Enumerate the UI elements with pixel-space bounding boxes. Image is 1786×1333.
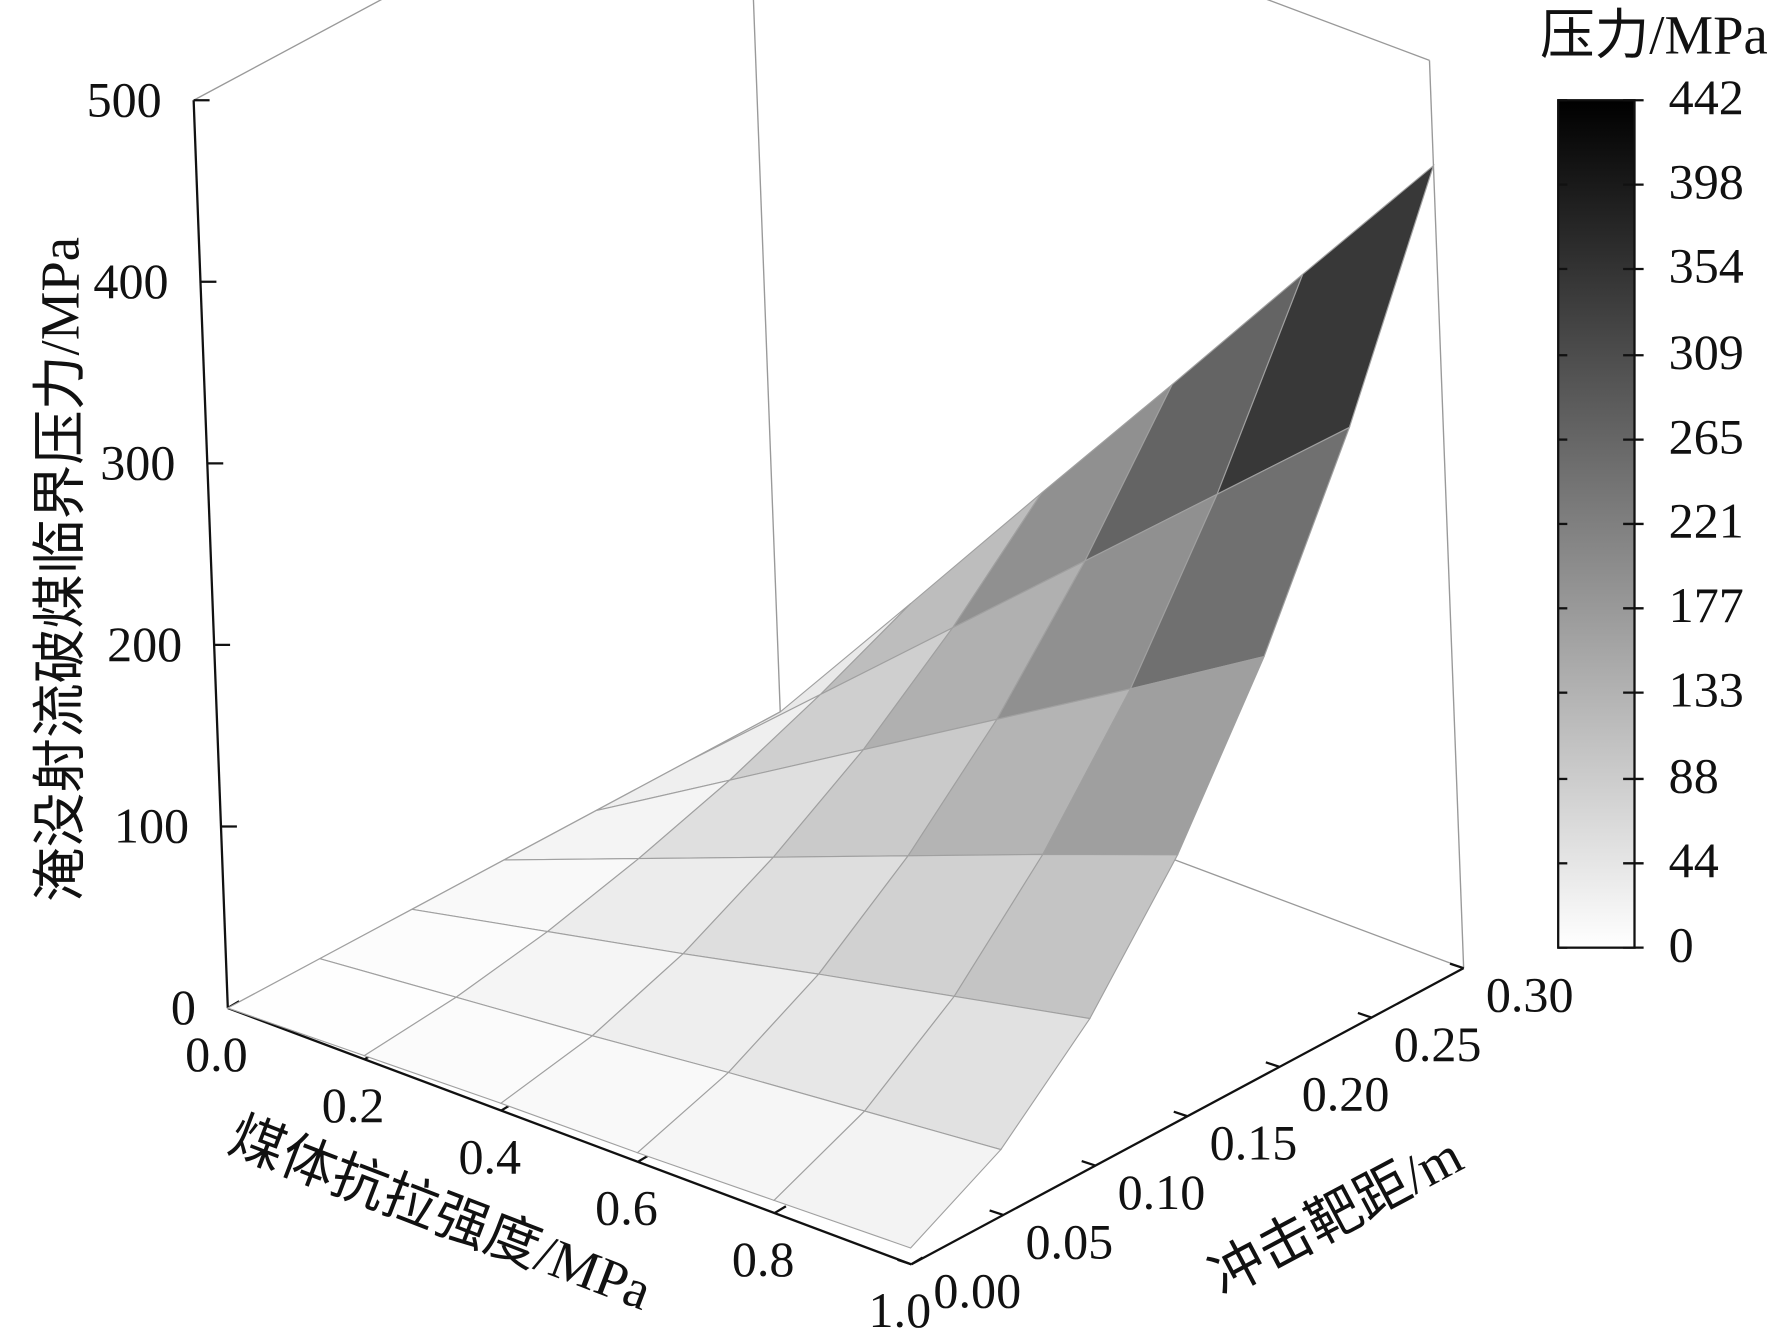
colorbar-tick-label: 88 xyxy=(1669,748,1719,804)
x-tick-label: 0.8 xyxy=(732,1231,795,1287)
y-tick xyxy=(1081,1159,1096,1167)
box-edge xyxy=(193,0,383,101)
y-tick-label: 0.30 xyxy=(1486,967,1574,1023)
x-tick-label: 0.0 xyxy=(185,1026,248,1082)
x-axis xyxy=(227,1006,912,1266)
x-tick-label: 0.4 xyxy=(458,1128,521,1184)
x-tick-label: 1.0 xyxy=(869,1282,932,1333)
z-axis-label: 淹没射流破煤临界压力/MPa xyxy=(30,237,91,902)
box-edge xyxy=(1266,0,1430,62)
colorbar-tick-label: 221 xyxy=(1669,493,1744,549)
y-tick xyxy=(989,1209,1004,1217)
colorbar xyxy=(1557,99,1636,949)
box-edge xyxy=(1428,60,1465,969)
colorbar-tick-label: 0 xyxy=(1669,916,1694,972)
colorbar-tick-label: 309 xyxy=(1669,324,1744,380)
colorbar-tick-label: 442 xyxy=(1669,69,1744,125)
y-tick xyxy=(897,1258,912,1266)
x-tick xyxy=(773,1205,787,1215)
colorbar-tick-label: 265 xyxy=(1669,408,1744,464)
z-tick-label: 0 xyxy=(171,979,196,1035)
colorbar-tick-label: 398 xyxy=(1669,153,1744,209)
z-tick-label: 100 xyxy=(114,798,189,854)
colorbar-tick-label: 133 xyxy=(1669,661,1744,717)
box-edge xyxy=(752,0,781,712)
surface-patch xyxy=(773,1110,1002,1249)
y-tick-label: 0.20 xyxy=(1302,1065,1390,1121)
y-tick xyxy=(1265,1061,1280,1068)
y-tick-label: 0.10 xyxy=(1118,1164,1206,1220)
x-tick-label: 0.2 xyxy=(322,1077,385,1133)
y-tick xyxy=(1449,962,1465,970)
z-tick-label: 400 xyxy=(93,253,168,309)
x-tick xyxy=(910,1256,924,1266)
z-axis xyxy=(192,100,229,1009)
colorbar-tick-label: 177 xyxy=(1669,577,1744,633)
y-tick-label: 0.15 xyxy=(1210,1115,1298,1171)
x-tick-label: 0.6 xyxy=(595,1180,658,1236)
y-tick-label: 0.05 xyxy=(1026,1213,1114,1269)
z-tick-label: 500 xyxy=(87,71,162,127)
y-tick xyxy=(1173,1110,1188,1118)
z-tick-label: 200 xyxy=(107,616,182,672)
z-tick-label: 300 xyxy=(100,434,175,490)
y-tick xyxy=(1357,1011,1372,1019)
colorbar-tick-label: 44 xyxy=(1669,832,1719,888)
colorbar-title: 压力/MPa xyxy=(1540,5,1768,66)
y-tick-label: 0.00 xyxy=(933,1263,1021,1319)
y-tick-label: 0.25 xyxy=(1394,1016,1482,1072)
colorbar-tick-label: 354 xyxy=(1669,238,1744,294)
